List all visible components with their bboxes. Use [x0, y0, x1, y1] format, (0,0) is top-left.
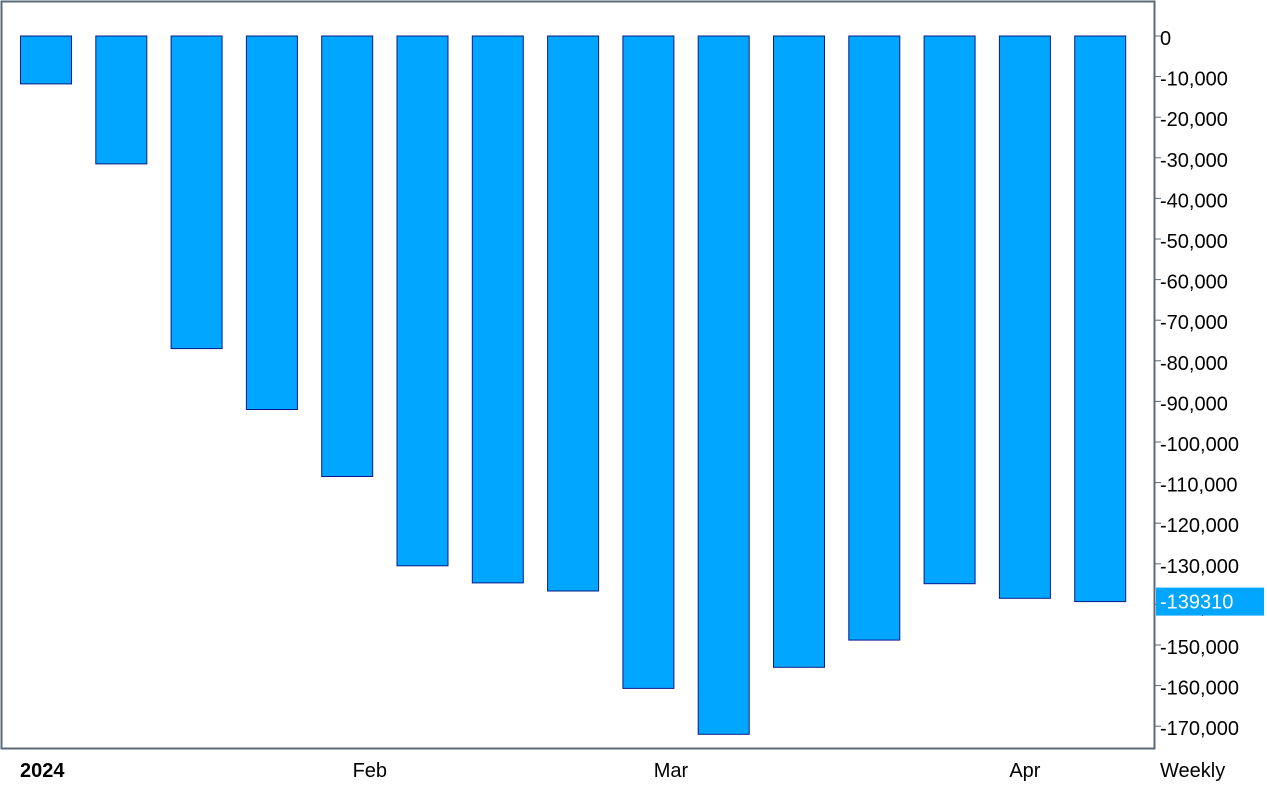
- frequency-label: Weekly: [1160, 760, 1225, 782]
- bar-2024-03-26: [923, 35, 976, 585]
- y-tick-label: -30,000: [1160, 150, 1228, 172]
- bar-2024-03-12: [773, 35, 825, 668]
- x-tick-label: Feb: [353, 760, 387, 782]
- y-tick-label: -70,000: [1160, 312, 1228, 334]
- y-tick-label: -150,000: [1160, 637, 1239, 659]
- last-value-badge: [1156, 587, 1264, 616]
- y-tick-label: -80,000: [1160, 353, 1228, 375]
- bar-2024-02-20: [547, 35, 600, 592]
- bar-2024-04-02: [998, 35, 1051, 599]
- y-tick-label: -90,000: [1160, 393, 1228, 415]
- y-tick-label: -110,000: [1160, 475, 1237, 497]
- y-tick-label: -160,000: [1160, 678, 1239, 700]
- bar-2024-01-09: [95, 35, 148, 165]
- bar-2024-03-05: [697, 35, 750, 735]
- bar-2024-02-13: [471, 35, 524, 584]
- x-tick-label: Apr: [1009, 760, 1040, 782]
- y-tick-label: -170,000: [1160, 718, 1239, 740]
- y-axis: 0 -10,000 -20,000 -30,000 -40,000 -50,000 -60,…: [1155, 28, 1239, 740]
- bar-2024-01-30: [321, 35, 374, 477]
- y-tick-label: -130,000: [1160, 556, 1239, 578]
- x-tick-label: 2024: [20, 760, 65, 782]
- last-value-label: -139310: [1160, 592, 1233, 614]
- x-tick-label: Mar: [654, 760, 689, 782]
- bars-layer: [20, 35, 1127, 735]
- bar-2024-01-02: [20, 35, 72, 85]
- bar-2024-02-06: [396, 35, 449, 567]
- bar-2024-02-27: [622, 35, 675, 689]
- x-axis: 2024 Feb Mar Apr: [20, 760, 1041, 782]
- y-tick-label: -120,000: [1160, 515, 1239, 537]
- bar-2024-03-19: [848, 35, 901, 641]
- y-tick-label: -40,000: [1160, 190, 1228, 212]
- y-tick-label: 0: [1160, 28, 1171, 50]
- y-tick-label: -60,000: [1160, 272, 1228, 294]
- y-tick-label: -50,000: [1160, 231, 1228, 253]
- bar-2024-01-23: [245, 35, 298, 410]
- bar-2024-04-09: [1074, 35, 1127, 603]
- y-tick-label: -10,000: [1160, 69, 1228, 91]
- last-value-marker: -139310: [1156, 587, 1264, 616]
- y-tick-label: -20,000: [1160, 109, 1228, 131]
- bar-2024-01-16: [170, 35, 223, 350]
- y-tick-label: -100,000: [1160, 434, 1239, 456]
